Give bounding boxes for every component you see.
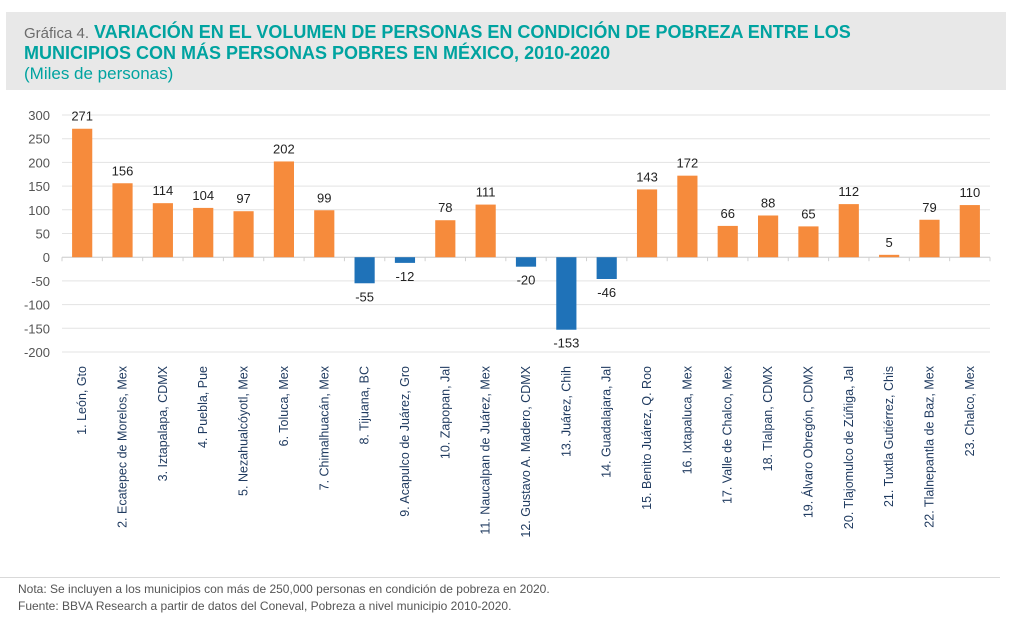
data-label: 172 — [677, 156, 699, 171]
y-tick-label: 50 — [36, 227, 50, 242]
x-category-label: 18. Tlalpan, CDMX — [761, 365, 775, 471]
y-axis-ticks: 300 250 200 150 100 50 0 -50 -100 -150 -200 — [24, 108, 50, 360]
bar — [112, 183, 133, 258]
bar — [919, 219, 940, 258]
x-category-label: 16. Ixtapaluca, Mex — [680, 365, 694, 474]
bar — [475, 204, 496, 258]
y-tick-label: 100 — [28, 203, 50, 218]
x-category-label: 8. Tijuana, BC — [358, 366, 372, 445]
bar — [636, 189, 658, 258]
bar — [556, 257, 577, 330]
data-label: 99 — [317, 190, 331, 205]
x-category-label: 6. Toluca, Mex — [277, 365, 291, 446]
data-label: 65 — [801, 206, 815, 221]
bar — [273, 161, 294, 258]
data-label: 88 — [761, 195, 775, 210]
x-category-label: 3. Iztapalapa, CDMX — [156, 365, 170, 481]
x-category-label: 17. Valle de Chalco, Mex — [721, 365, 735, 504]
data-label: -153 — [553, 336, 579, 351]
y-tick-label: 150 — [28, 179, 50, 194]
bar — [314, 210, 335, 258]
bar — [879, 254, 900, 258]
x-category-label: 12. Gustavo A. Madero, CDMX — [519, 365, 533, 537]
chart-title-line2: MUNICIPIOS CON MÁS PERSONAS POBRES EN MÉ… — [24, 43, 611, 63]
bar — [838, 204, 859, 258]
data-label: 66 — [721, 206, 735, 221]
data-label: 104 — [192, 188, 214, 203]
x-category-label: 13. Juárez, Chih — [559, 366, 573, 457]
data-label: 114 — [153, 183, 174, 198]
chart-header: Gráfica 4. VARIACIÓN EN EL VOLUMEN DE PE… — [6, 12, 1006, 90]
y-tick-label: -150 — [24, 321, 50, 336]
bar — [758, 215, 779, 258]
data-label: -46 — [597, 285, 616, 300]
data-label: 97 — [236, 191, 250, 206]
data-label: 79 — [922, 200, 936, 215]
x-category-label: 23. Chalco, Mex — [963, 365, 977, 456]
y-tick-label: 200 — [28, 155, 50, 170]
data-label: -12 — [396, 269, 415, 284]
footnote: Nota: Se incluyen a los municipios con m… — [18, 582, 550, 596]
x-category-label: 19. Álvaro Obregón, CDMX — [800, 365, 815, 518]
bar — [72, 128, 93, 258]
x-category-label: 5. Nezahualcóyotl, Mex — [237, 365, 251, 496]
bar — [394, 257, 416, 263]
bar — [798, 226, 819, 258]
bar — [959, 205, 980, 258]
bar-chart: 300 250 200 150 100 50 0 -50 -100 -150 -200 271 156… — [24, 108, 991, 538]
x-category-label: 20. Tlajomulco de Zúñiga, Jal — [842, 366, 856, 529]
data-label: 111 — [476, 185, 496, 200]
bars — [72, 128, 980, 330]
data-label: 78 — [438, 200, 452, 215]
bar — [193, 207, 214, 258]
x-category-label: 21. Tuxtla Gutiérrez, Chis — [882, 366, 896, 507]
x-category-label: 2. Ecatepec de Morelos, Mex — [116, 365, 130, 528]
bar — [677, 175, 698, 258]
data-label: 112 — [838, 184, 859, 199]
bar — [152, 203, 173, 258]
x-category-label: 4. Puebla, Pue — [196, 366, 210, 448]
y-tick-label: -200 — [24, 345, 50, 360]
data-label: 156 — [112, 163, 134, 178]
data-label: 110 — [959, 185, 980, 200]
x-category-label: 22. Tlalnepantla de Baz, Mex — [922, 365, 936, 527]
chart-title-line1: Gráfica 4. VARIACIÓN EN EL VOLUMEN DE PE… — [24, 22, 851, 44]
bar — [435, 220, 456, 258]
bar — [354, 257, 375, 284]
gridlines — [61, 114, 991, 353]
bar — [515, 257, 537, 267]
data-label: 143 — [636, 169, 658, 184]
bar — [233, 211, 254, 258]
x-category-label: 11. Naucalpan de Juárez, Mex — [479, 365, 493, 534]
chart-number-label: Gráfica 4. — [24, 25, 90, 42]
y-tick-label: -100 — [24, 298, 50, 313]
y-tick-label: 250 — [28, 132, 50, 147]
data-label: 5 — [886, 235, 893, 250]
y-tick-label: 300 — [28, 108, 50, 123]
chart-subtitle: (Miles de personas) — [24, 64, 174, 83]
source-note: Fuente: BBVA Research a partir de datos … — [18, 599, 512, 613]
data-label: -20 — [517, 273, 536, 288]
data-label: -55 — [355, 289, 374, 304]
x-category-label: 9. Acapulco de Juárez, Gro — [398, 366, 412, 517]
data-labels: 271 156 114 104 97 202 99 -55 -12 78 111 -20 -153 -46… — [71, 109, 980, 351]
y-tick-label: 0 — [43, 250, 50, 265]
x-axis-labels: 1. León, Gto 2. Ecatepec de Morelos, Mex 3… — [75, 365, 977, 537]
chart-title-text-1: VARIACIÓN EN EL VOLUMEN DE PERSONAS EN C… — [94, 22, 851, 42]
x-category-label: 14. Guadalajara, Jal — [600, 366, 614, 478]
x-category-label: 15. Benito Juárez, Q. Roo — [640, 366, 654, 510]
footer-divider — [0, 577, 1000, 578]
x-category-label: 10. Zapopan, Jal — [438, 366, 452, 459]
data-label: 271 — [71, 109, 93, 124]
y-tick-label: -50 — [31, 274, 50, 289]
bar — [596, 257, 617, 280]
bar — [717, 225, 738, 258]
x-category-label: 1. León, Gto — [75, 366, 89, 435]
data-label: 202 — [273, 141, 295, 156]
x-category-label: 7. Chimalhuacán, Mex — [317, 365, 331, 490]
